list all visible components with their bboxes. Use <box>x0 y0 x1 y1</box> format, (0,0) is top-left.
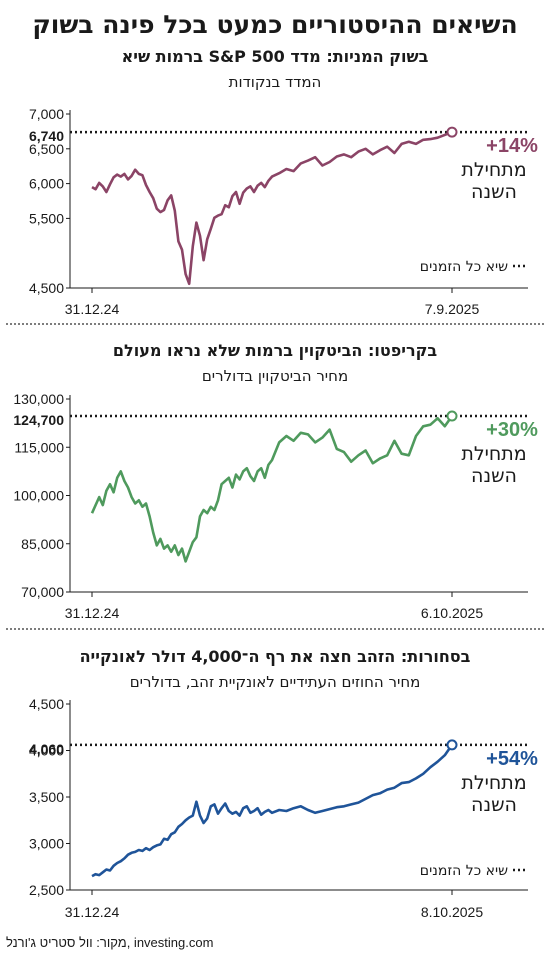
change-label: +14% <box>486 135 538 157</box>
series-line <box>90 415 454 563</box>
section-divider <box>6 323 544 325</box>
ath-legend-label: שיא כל הזמנים <box>420 863 508 879</box>
y-tick-label: 7,000 <box>29 106 64 122</box>
panel-subtitle-gold: מחיר החוזים העתידיים לאונקיית זהב, בדולר… <box>129 673 421 691</box>
y-tick-label: 4,500 <box>29 696 64 712</box>
panel-title-gold: בסחורות: הזהב חצה את רף ה־4,000 דולר לאו… <box>79 647 471 666</box>
change-caption-line1: מתחילת <box>461 772 526 794</box>
change-caption-line2: השנה <box>471 181 517 203</box>
y-tick-label: 6,000 <box>29 176 64 192</box>
y-tick-label: 2,500 <box>29 882 64 898</box>
y-tick-label: 70,000 <box>21 584 64 600</box>
y-tick-label: 3,500 <box>29 789 64 805</box>
change-caption-line1: מתחילת <box>461 443 526 465</box>
change-caption-line2: השנה <box>471 794 517 816</box>
end-point-marker <box>446 739 458 751</box>
x-end-label: 6.10.2025 <box>421 605 483 621</box>
series-line <box>91 744 454 878</box>
record-label: 4,060 <box>29 741 64 757</box>
record-label: 124,700 <box>13 412 64 428</box>
x-end-label: 7.9.2025 <box>425 301 480 317</box>
end-point-marker <box>446 126 458 138</box>
change-label: +30% <box>486 419 538 441</box>
y-tick-label: 115,000 <box>14 439 64 455</box>
panel-title-sp500: בשוק המניות: מדד S&P 500 ברמות שיא <box>121 47 429 66</box>
panel-subtitle-bitcoin: מחיר הביטקוין בדולרים <box>201 367 349 385</box>
change-label: +54% <box>486 748 538 770</box>
y-tick-label: 4,000 <box>29 743 64 759</box>
y-tick-label: 130,000 <box>13 391 64 407</box>
change-caption-line2: השנה <box>471 465 517 487</box>
series-line <box>91 130 453 286</box>
section-divider <box>6 628 544 630</box>
x-start-label: 31.12.24 <box>65 904 120 920</box>
x-start-label: 31.12.24 <box>65 605 120 621</box>
change-caption-line1: מתחילת <box>461 159 526 181</box>
panel-subtitle-sp500: המדד בנקודות <box>228 73 322 91</box>
panel-title-bitcoin: בקריפטו: הביטקוין ברמות שלא נראו מעולם <box>112 341 438 360</box>
y-tick-label: 5,500 <box>29 210 64 226</box>
chart-bitcoin: 70,000 85,000 100,000 115,000 130,000 124,700… <box>13 391 538 621</box>
x-end-label: 8.10.2025 <box>421 904 483 920</box>
chart-sp500: 4,500 5,500 6,000 6,500 7,000 6,740 31.12.24 7.… <box>29 106 538 317</box>
y-tick-label: 6,500 <box>29 141 64 157</box>
source-note: מקור: וול סטריט ג'ורנל, investing.com <box>6 935 214 950</box>
ath-legend-label: שיא כל הזמנים <box>420 259 508 275</box>
y-tick-label: 100,000 <box>13 488 64 504</box>
y-tick-label: 3,000 <box>29 836 64 852</box>
x-start-label: 31.12.24 <box>65 301 120 317</box>
record-label: 6,740 <box>29 128 64 144</box>
end-point-marker <box>446 410 458 422</box>
y-tick-label: 85,000 <box>21 536 64 552</box>
page-title: השיאים ההיסטוריים כמעט בכל פינה בשוק <box>32 10 518 39</box>
y-tick-label: 4,500 <box>29 280 64 296</box>
chart-gold: 2,500 3,000 3,500 4,000 4,500 4,060 31.12.24 8.… <box>29 696 538 920</box>
